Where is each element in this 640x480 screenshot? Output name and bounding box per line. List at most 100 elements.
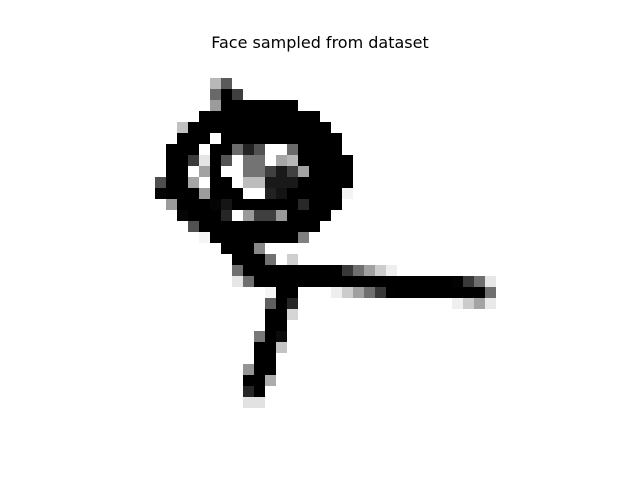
image-pixel xyxy=(287,155,298,166)
image-pixel xyxy=(210,78,221,89)
image-pixel xyxy=(254,265,265,276)
image-pixel xyxy=(188,221,199,232)
image-pixel xyxy=(232,122,243,133)
image-pixel xyxy=(287,144,298,155)
image-pixel xyxy=(287,100,298,111)
image-pixel xyxy=(254,331,265,342)
image-pixel xyxy=(221,89,232,100)
image-pixel xyxy=(254,342,265,353)
image-pixel xyxy=(298,166,309,177)
image-pixel xyxy=(243,254,254,265)
image-pixel xyxy=(221,100,232,111)
image-pixel xyxy=(309,188,320,199)
image-pixel xyxy=(265,232,276,243)
image-pixel xyxy=(188,199,199,210)
image-pixel xyxy=(320,276,331,287)
image-pixel xyxy=(397,276,408,287)
image-pixel xyxy=(452,287,463,298)
image-pixel xyxy=(265,188,276,199)
image-pixel xyxy=(254,353,265,364)
image-pixel xyxy=(342,166,353,177)
image-pixel xyxy=(210,188,221,199)
image-pixel xyxy=(342,188,353,199)
image-pixel xyxy=(254,111,265,122)
image-pixel xyxy=(386,287,397,298)
image-pixel xyxy=(232,243,243,254)
image-pixel xyxy=(188,144,199,155)
image-pixel xyxy=(485,287,496,298)
image-pixel xyxy=(254,133,265,144)
image-pixel xyxy=(298,133,309,144)
image-pixel xyxy=(221,155,232,166)
image-pixel xyxy=(199,166,210,177)
image-pixel xyxy=(276,331,287,342)
image-pixel xyxy=(210,100,221,111)
image-pixel xyxy=(331,133,342,144)
image-pixel xyxy=(364,287,375,298)
image-pixel xyxy=(276,155,287,166)
image-pixel xyxy=(188,210,199,221)
image-pixel xyxy=(287,298,298,309)
image-pixel xyxy=(320,177,331,188)
image-pixel xyxy=(287,199,298,210)
image-pixel xyxy=(463,276,474,287)
image-pixel xyxy=(298,188,309,199)
image-pixel xyxy=(287,122,298,133)
image-pixel xyxy=(166,155,177,166)
image-pixel xyxy=(287,177,298,188)
image-pixel xyxy=(254,199,265,210)
image-pixel xyxy=(276,276,287,287)
image-pixel xyxy=(276,122,287,133)
image-pixel xyxy=(276,177,287,188)
image-pixel xyxy=(210,155,221,166)
image-pixel xyxy=(254,177,265,188)
image-pixel xyxy=(254,397,265,408)
image-pixel xyxy=(243,133,254,144)
image-pixel xyxy=(265,254,276,265)
image-pixel xyxy=(243,155,254,166)
image-pixel xyxy=(276,232,287,243)
image-pixel xyxy=(199,111,210,122)
image-pixel xyxy=(408,276,419,287)
image-pixel xyxy=(188,122,199,133)
image-pixel xyxy=(243,375,254,386)
image-pixel xyxy=(177,177,188,188)
image-pixel xyxy=(342,265,353,276)
image-pixel xyxy=(298,276,309,287)
image-pixel xyxy=(430,287,441,298)
image-pixel xyxy=(331,177,342,188)
image-pixel xyxy=(408,287,419,298)
image-pixel xyxy=(188,177,199,188)
image-pixel xyxy=(485,298,496,309)
image-pixel xyxy=(331,155,342,166)
image-pixel xyxy=(265,177,276,188)
image-pixel xyxy=(210,166,221,177)
image-pixel xyxy=(254,144,265,155)
image-pixel xyxy=(309,144,320,155)
image-pixel xyxy=(309,265,320,276)
image-pixel xyxy=(276,188,287,199)
image-pixel xyxy=(188,188,199,199)
image-pixel xyxy=(276,298,287,309)
image-pixel xyxy=(309,177,320,188)
image-pixel xyxy=(276,265,287,276)
image-pixel xyxy=(243,144,254,155)
image-pixel xyxy=(287,221,298,232)
image-pixel xyxy=(265,276,276,287)
image-pixel xyxy=(331,188,342,199)
image-pixel xyxy=(243,386,254,397)
image-pixel xyxy=(254,243,265,254)
image-pixel xyxy=(188,155,199,166)
image-pixel xyxy=(232,276,243,287)
image-pixel xyxy=(353,287,364,298)
image-pixel xyxy=(221,78,232,89)
image-pixel xyxy=(320,199,331,210)
image-pixel xyxy=(265,309,276,320)
image-pixel xyxy=(320,122,331,133)
image-pixel xyxy=(419,276,430,287)
image-pixel xyxy=(298,177,309,188)
image-pixel xyxy=(177,122,188,133)
image-pixel xyxy=(243,199,254,210)
image-pixel xyxy=(320,144,331,155)
image-pixel xyxy=(243,210,254,221)
